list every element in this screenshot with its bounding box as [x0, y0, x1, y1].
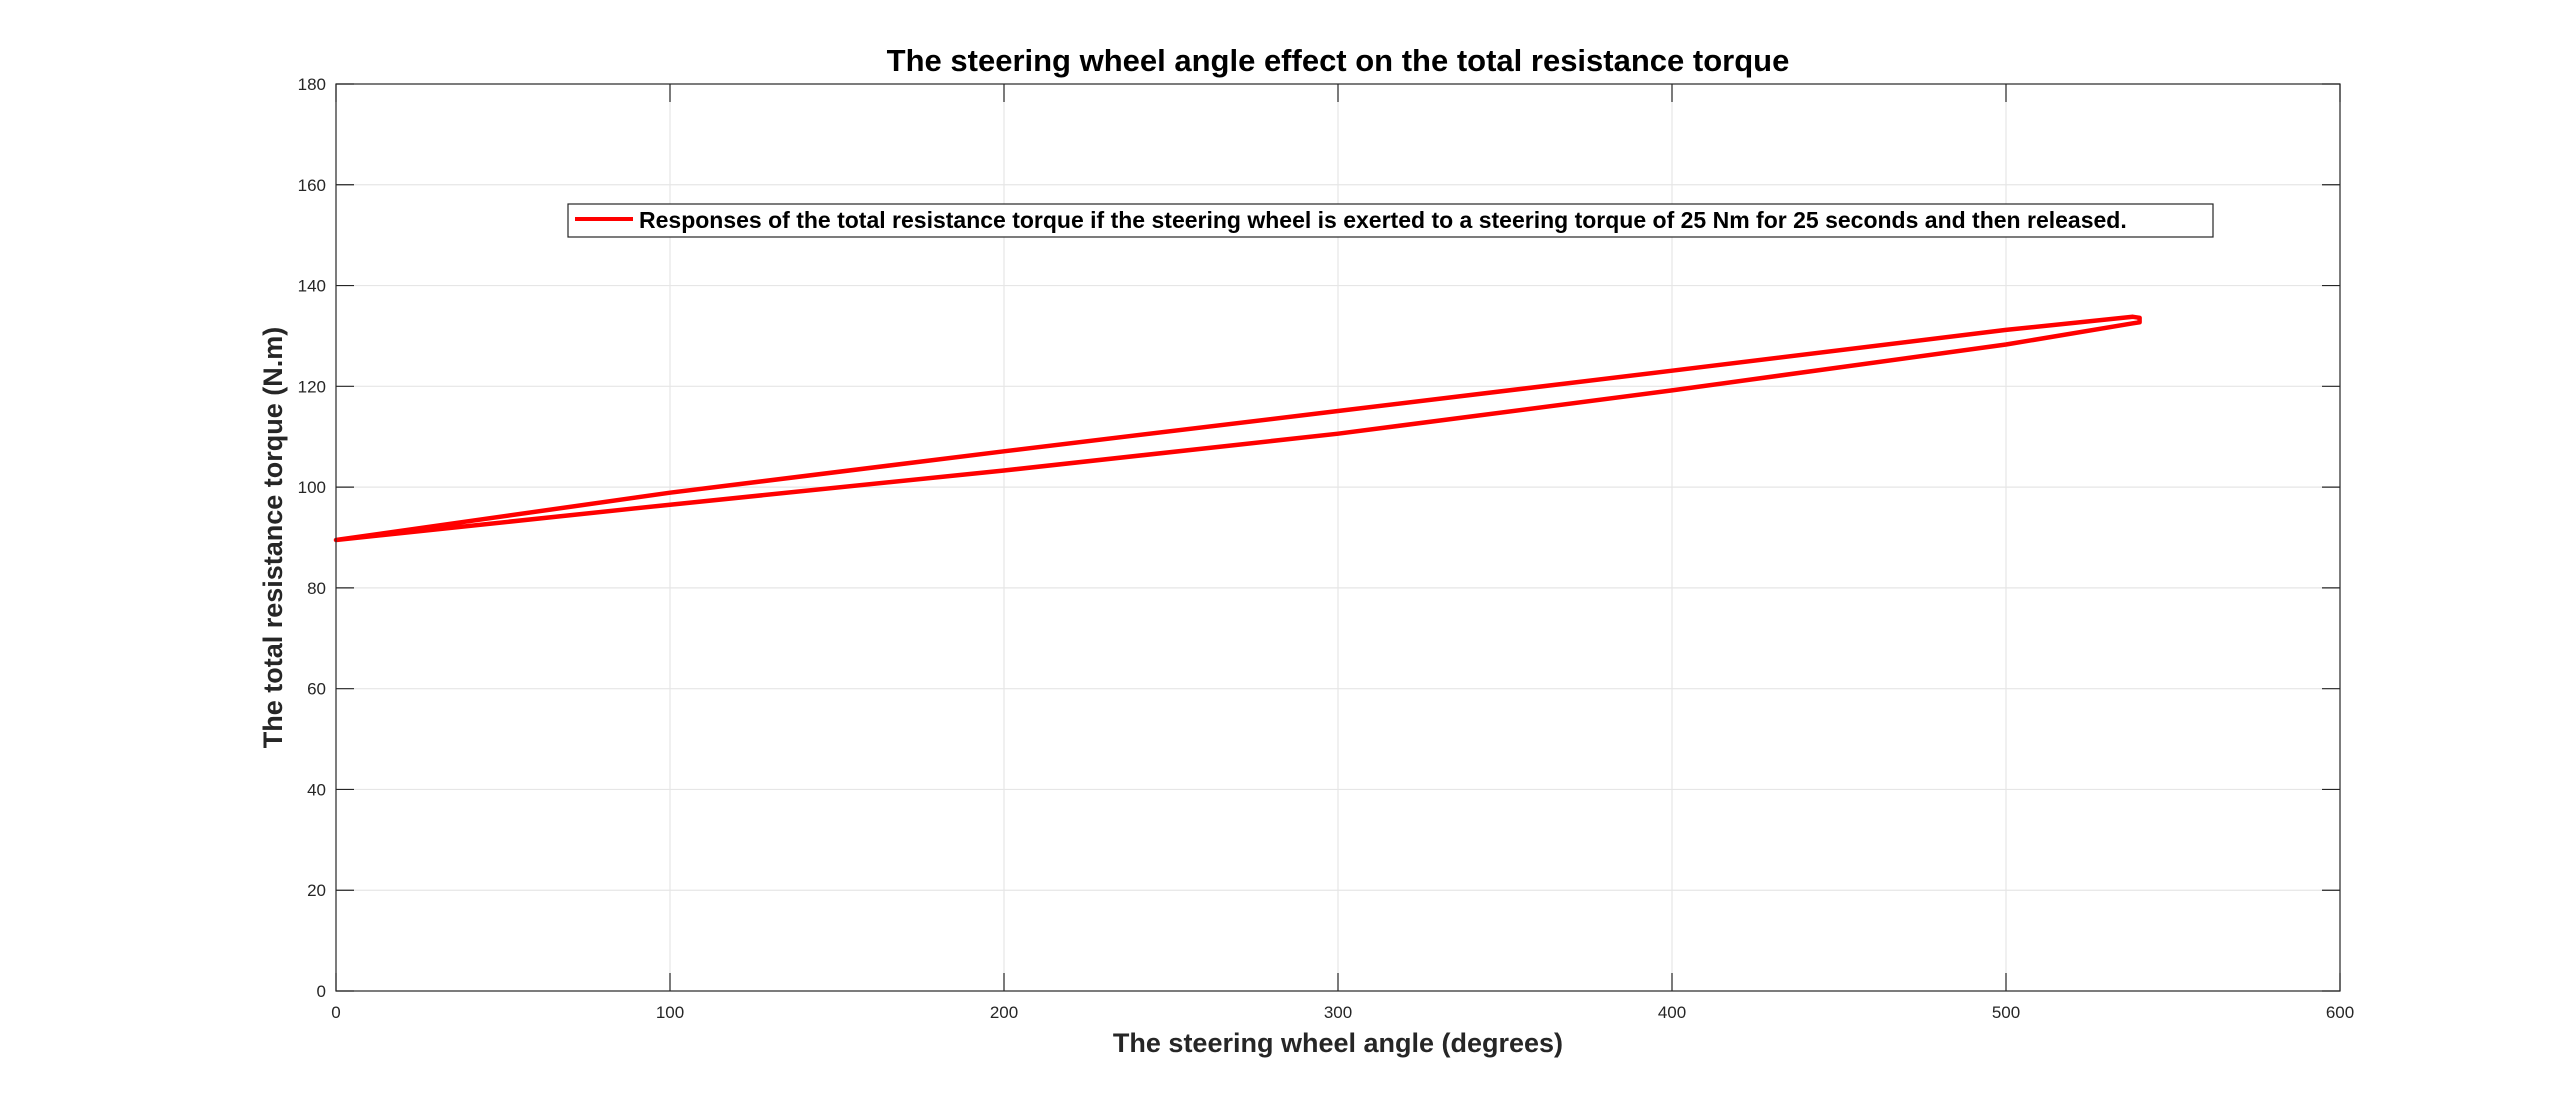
x-tick-label: 100: [656, 1003, 684, 1022]
legend[interactable]: Responses of the total resistance torque…: [567, 203, 2214, 238]
x-tick-label: 300: [1324, 1003, 1352, 1022]
x-tick-label: 400: [1658, 1003, 1686, 1022]
y-tick-label: 160: [298, 176, 326, 195]
y-tick-label: 100: [298, 478, 326, 497]
y-tick-label: 40: [307, 780, 326, 799]
y-axis-label: The total resistance torque (N.m): [258, 327, 288, 749]
y-tick-label: 180: [298, 75, 326, 94]
y-tick-label: 60: [307, 680, 326, 699]
y-tick-label: 20: [307, 881, 326, 900]
x-axis-label: The steering wheel angle (degrees): [1113, 1028, 1563, 1058]
x-tick-label: 0: [331, 1003, 340, 1022]
legend-box: [567, 203, 2214, 238]
x-tick-labels: 0 100 200 300 400 500 600: [331, 1003, 2354, 1022]
y-tick-label: 120: [298, 377, 326, 396]
x-tick-label: 200: [990, 1003, 1018, 1022]
y-tick-labels: 0 20 40 60 80 100 120 140 160 180: [298, 75, 326, 1001]
plot-frame: [335, 83, 2341, 992]
y-tick-label: 0: [317, 982, 326, 1001]
axis-ticks: [335, 83, 2341, 992]
series-layer: [333, 314, 2142, 543]
y-tick-label: 140: [298, 277, 326, 296]
y-tick-label: 80: [307, 579, 326, 598]
series-line-0: [333, 314, 2142, 543]
x-tick-label: 500: [1992, 1003, 2020, 1022]
chart-title: The steering wheel angle effect on the t…: [887, 43, 1790, 78]
legend-entry-label: Responses of the total resistance torque…: [639, 207, 2127, 233]
x-tick-label: 600: [2326, 1003, 2354, 1022]
